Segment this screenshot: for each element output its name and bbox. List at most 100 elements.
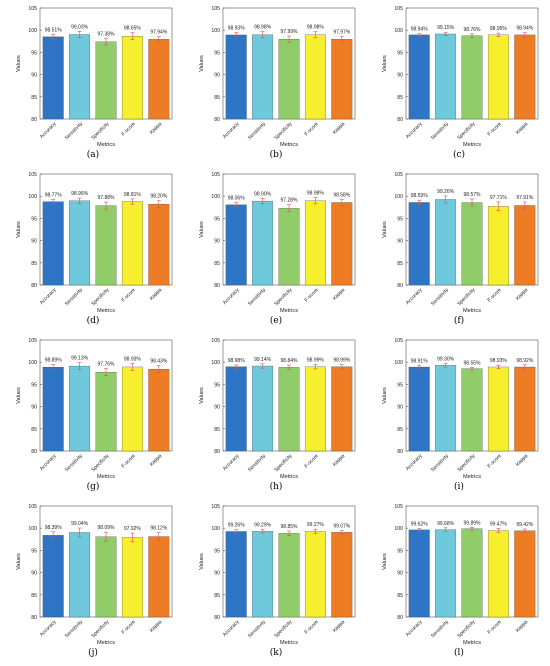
data-label: 97.28% [281, 198, 299, 204]
y-tick-label: 90 [397, 73, 403, 79]
x-tick-label: Sensitivity [64, 121, 85, 142]
bar [304, 34, 326, 120]
x-tick-label: Sensitivity [64, 287, 85, 308]
data-label: 98.93% [490, 358, 508, 364]
bar [121, 201, 143, 286]
y-tick-label: 85 [31, 593, 37, 599]
data-label: 98.58% [333, 192, 351, 198]
bar [148, 536, 170, 618]
data-label: 98.43% [150, 359, 168, 365]
x-tick-label: Kappa [515, 619, 530, 634]
panel-caption: (f) [453, 316, 465, 326]
y-tick-label: 105 [394, 172, 403, 178]
x-tick-label: Sensitivity [247, 121, 268, 142]
x-tick-label: Kappa [332, 121, 347, 136]
data-label: 97.91% [516, 195, 534, 201]
data-label: 98.98% [307, 25, 325, 31]
bar [304, 366, 326, 452]
data-label: 99.27% [307, 522, 325, 528]
x-tick-label: Kappa [332, 287, 347, 302]
panel-caption: (h) [269, 482, 283, 492]
y-axis-label: Values [199, 221, 205, 238]
bar [42, 535, 64, 618]
bar-chart: 80 85 90 95 100 105 99.26% Accuracy 99.29% Sensit… [199, 504, 356, 646]
data-label: 98.65% [124, 26, 142, 32]
x-tick-label: F-score [304, 287, 320, 303]
x-tick-label: F-score [487, 619, 503, 635]
bar [461, 368, 483, 452]
y-tick-label: 95 [214, 50, 220, 56]
data-label: 99.26% [228, 523, 246, 529]
data-label: 99.07% [333, 524, 351, 530]
data-label: 98.94% [411, 27, 429, 33]
data-label: 98.94% [516, 26, 534, 32]
data-label: 98.95% [490, 26, 508, 32]
x-tick-label: Accuracy [39, 287, 58, 306]
chart-panel: 80 85 90 95 100 105 99.26% Accuracy 99.29% Sensit… [191, 498, 361, 662]
y-tick-label: 100 [28, 526, 37, 532]
y-tick-label: 85 [397, 95, 403, 101]
panel-caption: (c) [452, 150, 466, 160]
x-tick-label: Specificity [456, 619, 477, 640]
bar [304, 531, 326, 618]
chart-panel: 80 85 90 95 100 105 99.62% Accuracy 99.68% Sensit… [374, 498, 544, 662]
data-label: 99.29% [254, 523, 272, 529]
bar [435, 199, 457, 286]
y-tick-label: 80 [397, 117, 403, 123]
bar [225, 34, 247, 120]
y-tick-label: 105 [28, 172, 37, 178]
bar [42, 201, 64, 286]
x-tick-label: Accuracy [405, 453, 424, 472]
data-label: 98.59% [411, 193, 429, 199]
bar [514, 34, 536, 120]
chart-panel: 80 85 90 95 100 105 98.89% Accuracy 99.13% Sensit… [8, 332, 178, 496]
data-label: 98.12% [150, 526, 168, 532]
y-tick-label: 80 [214, 449, 220, 455]
bar [148, 204, 170, 286]
bar [461, 35, 483, 120]
x-tick-label: Kappa [149, 121, 164, 136]
y-tick-label: 100 [394, 360, 403, 366]
x-tick-label: F-score [487, 121, 503, 137]
bar-chart: 80 85 90 95 100 105 98.89% Accuracy 99.13% Sensit… [16, 338, 173, 480]
data-label: 97.97% [333, 30, 351, 36]
x-tick-label: Accuracy [222, 453, 241, 472]
data-label: 97.76% [98, 362, 116, 368]
chart-panel: 80 85 90 95 100 105 98.77% Accuracy 98.96% Sensit… [8, 166, 178, 330]
x-tick-label: F-score [121, 619, 137, 635]
data-label: 99.03% [71, 24, 89, 30]
bar [408, 34, 430, 120]
y-tick-label: 95 [397, 548, 403, 554]
bar [331, 366, 353, 452]
panel-caption: (g) [86, 482, 100, 492]
x-tick-label: Specificity [456, 287, 477, 308]
y-axis-label: Values [199, 553, 205, 570]
data-label: 98.90% [254, 191, 272, 197]
bar [514, 366, 536, 452]
data-label: 98.76% [464, 27, 482, 33]
data-label: 98.77% [45, 192, 63, 198]
chart-panel: 80 85 90 95 100 105 98.91% Accuracy 99.30% Sensit… [374, 332, 544, 496]
x-tick-label: Sensitivity [430, 121, 451, 142]
y-tick-label: 85 [397, 427, 403, 433]
y-tick-label: 80 [214, 117, 220, 123]
y-tick-label: 105 [211, 6, 220, 12]
data-label: 98.39% [45, 525, 63, 531]
data-label: 98.98% [228, 358, 246, 364]
bar [95, 41, 117, 120]
bar [95, 371, 117, 452]
x-tick-label: Kappa [515, 453, 530, 468]
bar [252, 365, 274, 452]
data-label: 98.06% [228, 196, 246, 202]
data-label: 98.89% [45, 357, 63, 363]
y-tick-label: 95 [31, 548, 37, 554]
y-tick-label: 80 [31, 117, 37, 123]
y-tick-label: 90 [214, 73, 220, 79]
panel-caption: (l) [454, 648, 464, 658]
bar [461, 202, 483, 286]
bar [487, 34, 509, 120]
bar [69, 200, 91, 286]
data-label: 97.71% [490, 195, 508, 201]
y-tick-label: 90 [214, 405, 220, 411]
